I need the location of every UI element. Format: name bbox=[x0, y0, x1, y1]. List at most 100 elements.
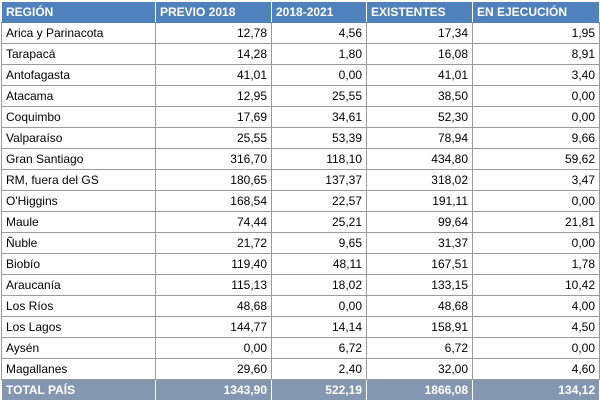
region-cell[interactable]: Coquimbo bbox=[1, 106, 156, 128]
table-row: Maule 74,44 25,21 99,64 21,81 bbox=[1, 211, 600, 233]
total-2018-2021[interactable]: 522,19 bbox=[271, 379, 367, 401]
periodo-2018-2021-cell[interactable]: 18,02 bbox=[271, 274, 367, 296]
existentes-cell[interactable]: 318,02 bbox=[366, 169, 473, 191]
existentes-cell[interactable]: 133,15 bbox=[366, 274, 473, 296]
en-ejecucion-cell[interactable]: 0,00 bbox=[472, 337, 600, 359]
previo-2018-cell[interactable]: 119,40 bbox=[155, 253, 272, 275]
existentes-cell[interactable]: 38,50 bbox=[366, 85, 473, 107]
periodo-2018-2021-cell[interactable]: 34,61 bbox=[271, 106, 367, 128]
existentes-cell[interactable]: 99,64 bbox=[366, 211, 473, 233]
region-cell[interactable]: Antofagasta bbox=[1, 64, 156, 86]
region-cell[interactable]: RM, fuera del GS bbox=[1, 169, 156, 191]
periodo-2018-2021-cell[interactable]: 2,40 bbox=[271, 358, 367, 380]
periodo-2018-2021-cell[interactable]: 0,00 bbox=[271, 295, 367, 317]
column-header-2018-2021[interactable]: 2018-2021 bbox=[271, 1, 367, 23]
region-cell[interactable]: O'Higgins bbox=[1, 190, 156, 212]
periodo-2018-2021-cell[interactable]: 22,57 bbox=[271, 190, 367, 212]
periodo-2018-2021-cell[interactable]: 25,55 bbox=[271, 85, 367, 107]
region-cell[interactable]: Tarapacá bbox=[1, 43, 156, 65]
column-header-region[interactable]: REGIÓN bbox=[1, 1, 156, 23]
previo-2018-cell[interactable]: 316,70 bbox=[155, 148, 272, 170]
region-cell[interactable]: Los Lagos bbox=[1, 316, 156, 338]
periodo-2018-2021-cell[interactable]: 53,39 bbox=[271, 127, 367, 149]
table-row: Valparaíso 25,55 53,39 78,94 9,66 bbox=[1, 127, 600, 149]
en-ejecucion-cell[interactable]: 0,00 bbox=[472, 190, 600, 212]
total-label[interactable]: TOTAL PAÍS bbox=[1, 379, 156, 401]
en-ejecucion-cell[interactable]: 1,78 bbox=[472, 253, 600, 275]
previo-2018-cell[interactable]: 180,65 bbox=[155, 169, 272, 191]
periodo-2018-2021-cell[interactable]: 1,80 bbox=[271, 43, 367, 65]
total-existentes[interactable]: 1866,08 bbox=[366, 379, 473, 401]
previo-2018-cell[interactable]: 48,68 bbox=[155, 295, 272, 317]
periodo-2018-2021-cell[interactable]: 118,10 bbox=[271, 148, 367, 170]
regional-data-table: REGIÓN PREVIO 2018 2018-2021 EXISTENTES … bbox=[1, 1, 600, 401]
periodo-2018-2021-cell[interactable]: 14,14 bbox=[271, 316, 367, 338]
en-ejecucion-cell[interactable]: 9,66 bbox=[472, 127, 600, 149]
en-ejecucion-cell[interactable]: 0,00 bbox=[472, 106, 600, 128]
en-ejecucion-cell[interactable]: 0,00 bbox=[472, 85, 600, 107]
region-cell[interactable]: Biobío bbox=[1, 253, 156, 275]
region-cell[interactable]: Ñuble bbox=[1, 232, 156, 254]
periodo-2018-2021-cell[interactable]: 0,00 bbox=[271, 64, 367, 86]
region-cell[interactable]: Los Ríos bbox=[1, 295, 156, 317]
previo-2018-cell[interactable]: 144,77 bbox=[155, 316, 272, 338]
existentes-cell[interactable]: 191,11 bbox=[366, 190, 473, 212]
region-cell[interactable]: Gran Santiago bbox=[1, 148, 156, 170]
existentes-cell[interactable]: 6,72 bbox=[366, 337, 473, 359]
previo-2018-cell[interactable]: 12,95 bbox=[155, 85, 272, 107]
header-row: REGIÓN PREVIO 2018 2018-2021 EXISTENTES … bbox=[1, 1, 600, 23]
en-ejecucion-cell[interactable]: 8,91 bbox=[472, 43, 600, 65]
en-ejecucion-cell[interactable]: 10,42 bbox=[472, 274, 600, 296]
existentes-cell[interactable]: 158,91 bbox=[366, 316, 473, 338]
region-cell[interactable]: Araucanía bbox=[1, 274, 156, 296]
periodo-2018-2021-cell[interactable]: 25,21 bbox=[271, 211, 367, 233]
existentes-cell[interactable]: 167,51 bbox=[366, 253, 473, 275]
periodo-2018-2021-cell[interactable]: 4,56 bbox=[271, 22, 367, 44]
previo-2018-cell[interactable]: 21,72 bbox=[155, 232, 272, 254]
previo-2018-cell[interactable]: 25,55 bbox=[155, 127, 272, 149]
en-ejecucion-cell[interactable]: 4,00 bbox=[472, 295, 600, 317]
existentes-cell[interactable]: 31,37 bbox=[366, 232, 473, 254]
previo-2018-cell[interactable]: 41,01 bbox=[155, 64, 272, 86]
en-ejecucion-cell[interactable]: 1,95 bbox=[472, 22, 600, 44]
existentes-cell[interactable]: 32,00 bbox=[366, 358, 473, 380]
region-cell[interactable]: Maule bbox=[1, 211, 156, 233]
column-header-previo-2018[interactable]: PREVIO 2018 bbox=[155, 1, 272, 23]
existentes-cell[interactable]: 434,80 bbox=[366, 148, 473, 170]
existentes-cell[interactable]: 78,94 bbox=[366, 127, 473, 149]
existentes-cell[interactable]: 17,34 bbox=[366, 22, 473, 44]
periodo-2018-2021-cell[interactable]: 9,65 bbox=[271, 232, 367, 254]
region-cell[interactable]: Magallanes bbox=[1, 358, 156, 380]
previo-2018-cell[interactable]: 29,60 bbox=[155, 358, 272, 380]
en-ejecucion-cell[interactable]: 4,60 bbox=[472, 358, 600, 380]
existentes-cell[interactable]: 52,30 bbox=[366, 106, 473, 128]
region-cell[interactable]: Valparaíso bbox=[1, 127, 156, 149]
region-cell[interactable]: Arica y Parinacota bbox=[1, 22, 156, 44]
periodo-2018-2021-cell[interactable]: 48,11 bbox=[271, 253, 367, 275]
en-ejecucion-cell[interactable]: 59,62 bbox=[472, 148, 600, 170]
periodo-2018-2021-cell[interactable]: 137,37 bbox=[271, 169, 367, 191]
previo-2018-cell[interactable]: 14,28 bbox=[155, 43, 272, 65]
column-header-en-ejecucion[interactable]: EN EJECUCIÓN bbox=[472, 1, 600, 23]
previo-2018-cell[interactable]: 168,54 bbox=[155, 190, 272, 212]
previo-2018-cell[interactable]: 17,69 bbox=[155, 106, 272, 128]
en-ejecucion-cell[interactable]: 4,50 bbox=[472, 316, 600, 338]
en-ejecucion-cell[interactable]: 3,40 bbox=[472, 64, 600, 86]
previo-2018-cell[interactable]: 74,44 bbox=[155, 211, 272, 233]
region-cell[interactable]: Aysén bbox=[1, 337, 156, 359]
en-ejecucion-cell[interactable]: 0,00 bbox=[472, 232, 600, 254]
existentes-cell[interactable]: 16,08 bbox=[366, 43, 473, 65]
region-cell[interactable]: Atacama bbox=[1, 85, 156, 107]
existentes-cell[interactable]: 41,01 bbox=[366, 64, 473, 86]
previo-2018-cell[interactable]: 12,78 bbox=[155, 22, 272, 44]
column-header-existentes[interactable]: EXISTENTES bbox=[366, 1, 473, 23]
previo-2018-cell[interactable]: 115,13 bbox=[155, 274, 272, 296]
existentes-cell[interactable]: 48,68 bbox=[366, 295, 473, 317]
previo-2018-cell[interactable]: 0,00 bbox=[155, 337, 272, 359]
periodo-2018-2021-cell[interactable]: 6,72 bbox=[271, 337, 367, 359]
en-ejecucion-cell[interactable]: 21,81 bbox=[472, 211, 600, 233]
total-en-ejecucion[interactable]: 134,12 bbox=[472, 379, 600, 401]
total-previo-2018[interactable]: 1343,90 bbox=[155, 379, 272, 401]
en-ejecucion-cell[interactable]: 3,47 bbox=[472, 169, 600, 191]
